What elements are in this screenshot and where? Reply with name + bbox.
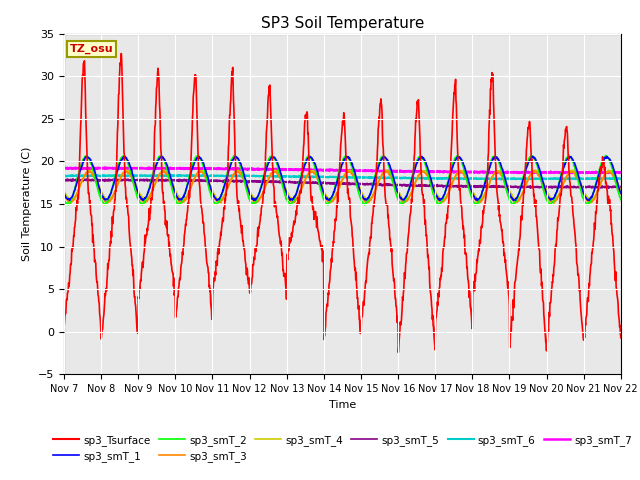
sp3_smT_5 [617,184,625,190]
sp3_smT_4 [617,188,625,194]
sp3_smT_7 [100,165,108,170]
sp3_smT_2 [566,153,573,158]
sp3_smT_3 [60,192,68,197]
sp3_smT_2 [502,186,509,192]
Line: sp3_smT_6: sp3_smT_6 [64,175,621,180]
sp3_smT_3 [171,190,179,196]
sp3_smT_1 [429,184,437,190]
sp3_smT_3 [103,200,111,206]
sp3_smT_5 [551,184,559,190]
sp3_smT_4 [60,188,68,193]
Line: sp3_smT_3: sp3_smT_3 [64,170,621,203]
sp3_smT_4 [184,190,192,196]
sp3_smT_2 [324,202,332,208]
sp3_smT_1 [60,190,68,196]
sp3_smT_5 [605,185,612,191]
sp3_Tsurface [117,50,125,56]
sp3_smT_7 [60,165,68,170]
sp3_smT_5 [246,179,254,184]
sp3_smT_1 [121,154,129,159]
X-axis label: Time: Time [329,400,356,409]
sp3_smT_1 [617,190,625,196]
Line: sp3_smT_5: sp3_smT_5 [64,179,621,188]
Line: sp3_smT_2: sp3_smT_2 [64,156,621,205]
sp3_smT_7 [429,169,437,175]
sp3_Tsurface [394,350,402,356]
sp3_Tsurface [184,200,192,205]
sp3_smT_6 [497,177,505,182]
Line: sp3_smT_4: sp3_smT_4 [64,170,621,201]
sp3_Tsurface [171,289,179,295]
sp3_Tsurface [429,324,437,330]
sp3_smT_4 [290,198,298,204]
sp3_smT_5 [171,177,179,183]
sp3_smT_7 [502,169,509,175]
sp3_smT_4 [552,197,559,203]
sp3_smT_7 [171,166,179,171]
sp3_smT_7 [581,170,589,176]
sp3_smT_1 [171,189,179,194]
sp3_smT_3 [184,191,192,197]
Line: sp3_smT_1: sp3_smT_1 [64,156,621,201]
sp3_smT_3 [502,182,509,188]
sp3_smT_7 [551,169,559,175]
sp3_smT_3 [429,187,437,192]
sp3_Tsurface [552,244,559,250]
Text: TZ_osu: TZ_osu [70,44,113,54]
sp3_Tsurface [617,335,625,341]
sp3_smT_2 [246,198,254,204]
sp3_smT_5 [184,178,192,184]
sp3_smT_2 [551,194,559,200]
sp3_smT_3 [552,198,559,204]
Title: SP3 Soil Temperature: SP3 Soil Temperature [260,16,424,31]
sp3_smT_6 [246,173,254,179]
sp3_smT_6 [60,173,68,179]
sp3_smT_7 [246,166,254,172]
sp3_smT_2 [170,194,178,200]
sp3_smT_5 [60,177,68,183]
sp3_smT_7 [184,166,192,171]
sp3_Tsurface [246,289,254,295]
sp3_smT_2 [184,180,191,185]
sp3_smT_3 [617,191,625,197]
Y-axis label: Soil Temperature (C): Soil Temperature (C) [22,147,33,261]
sp3_smT_6 [184,173,192,179]
sp3_smT_1 [551,192,559,198]
sp3_smT_2 [617,197,625,203]
sp3_smT_1 [502,179,509,184]
sp3_Tsurface [502,268,510,274]
sp3_smT_5 [69,176,77,182]
sp3_Tsurface [60,323,68,329]
sp3_smT_6 [552,176,559,181]
sp3_smT_2 [60,197,68,203]
sp3_smT_6 [93,172,101,178]
sp3_smT_4 [502,180,510,186]
sp3_smT_4 [159,167,167,173]
Line: sp3_smT_7: sp3_smT_7 [64,168,621,173]
sp3_smT_3 [531,168,538,173]
sp3_smT_4 [429,183,437,189]
sp3_smT_4 [171,186,179,192]
Line: sp3_Tsurface: sp3_Tsurface [64,53,621,353]
Legend: sp3_Tsurface, sp3_smT_1, sp3_smT_2, sp3_smT_3, sp3_smT_4, sp3_smT_5, sp3_smT_6, : sp3_Tsurface, sp3_smT_1, sp3_smT_2, sp3_… [49,431,636,466]
sp3_smT_6 [429,175,437,181]
sp3_smT_3 [246,194,254,200]
sp3_smT_1 [246,193,254,199]
sp3_smT_6 [171,173,179,179]
sp3_smT_6 [502,176,510,181]
sp3_smT_2 [429,191,437,197]
sp3_smT_1 [184,180,192,185]
sp3_smT_1 [585,198,593,204]
sp3_smT_5 [502,183,509,189]
sp3_smT_5 [429,182,437,188]
sp3_smT_4 [246,189,254,195]
sp3_smT_6 [617,176,625,181]
sp3_smT_7 [617,169,625,175]
